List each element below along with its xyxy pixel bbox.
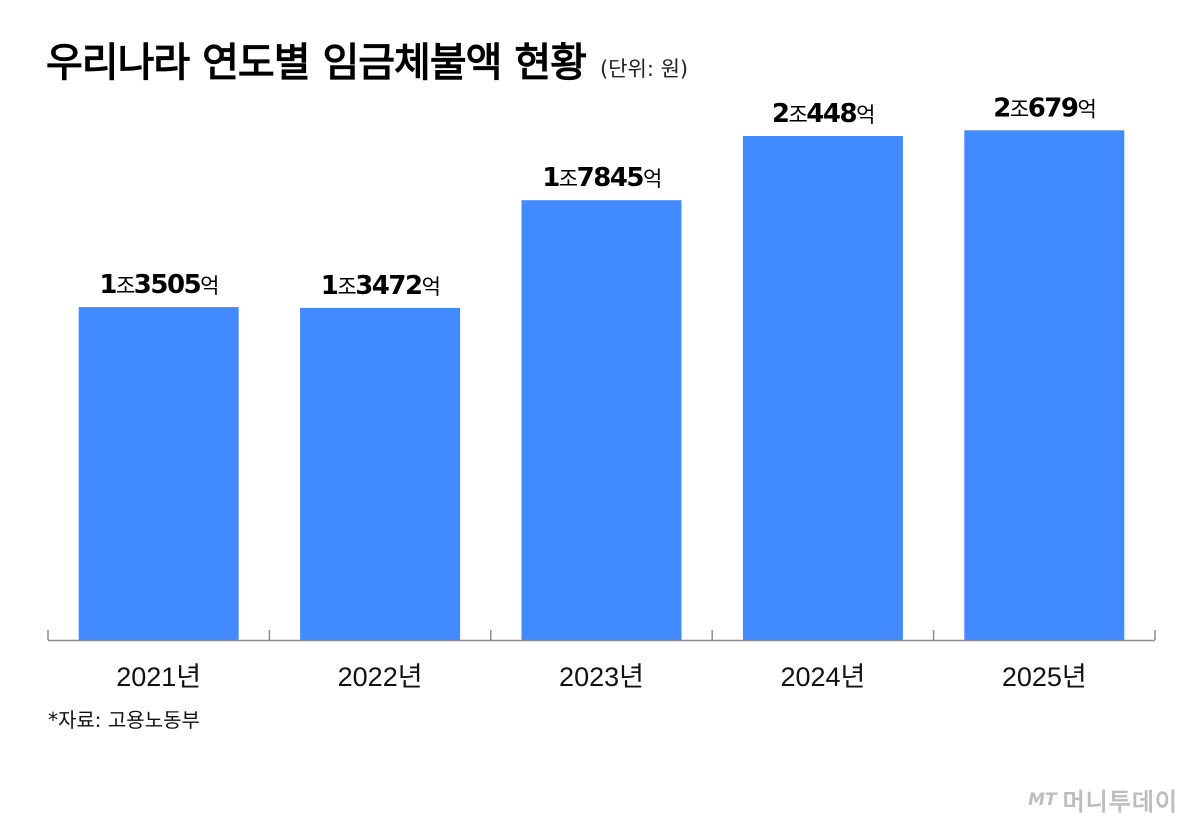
bar-2022년 bbox=[300, 307, 461, 640]
data-label: 1조3472억 bbox=[321, 271, 440, 301]
bar-2025년 bbox=[964, 130, 1125, 641]
x-tick-label: 2021년 bbox=[116, 662, 201, 692]
chart-header: 우리나라 연도별 임금체불액 현황 (단위: 원) bbox=[46, 30, 688, 88]
bar-2021년 bbox=[78, 307, 239, 640]
chart-title: 우리나라 연도별 임금체불액 현황 bbox=[46, 40, 587, 86]
data-label: 2조448억 bbox=[772, 99, 874, 129]
watermark: MT 머니투데이 bbox=[1028, 782, 1178, 817]
x-tick-label: 2022년 bbox=[338, 662, 423, 692]
watermark-text: 머니투데이 bbox=[1062, 788, 1178, 816]
data-label: 1조7845억 bbox=[542, 163, 661, 193]
source-note: *자료: 고용노동부 bbox=[48, 708, 200, 732]
x-tick-label: 2024년 bbox=[780, 662, 865, 692]
data-label: 2조679억 bbox=[993, 93, 1095, 123]
x-tick-label: 2023년 bbox=[559, 662, 644, 692]
unit-note: (단위: 원) bbox=[599, 57, 689, 81]
x-tick-label: 2025년 bbox=[1002, 662, 1087, 692]
watermark-logo: MT bbox=[1028, 789, 1057, 810]
bar-2023년 bbox=[521, 200, 682, 640]
bar-2024년 bbox=[742, 136, 903, 640]
data-label: 1조3505억 bbox=[99, 270, 218, 300]
